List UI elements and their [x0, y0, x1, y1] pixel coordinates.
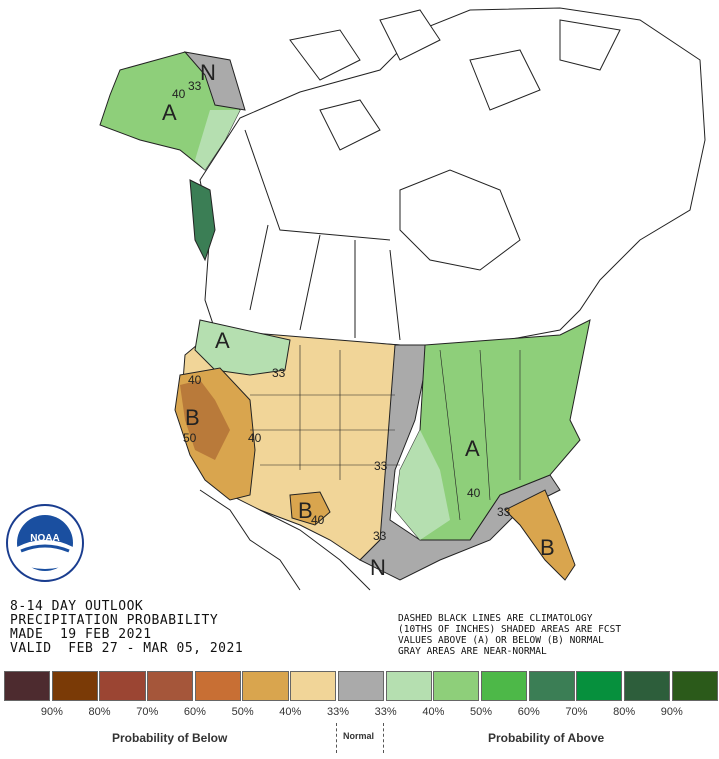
- wyoming-33-label: 33: [272, 366, 286, 380]
- normal-divider-right: [383, 723, 384, 753]
- northwest-green: [194, 319, 291, 376]
- east-green: [394, 319, 591, 541]
- new-mexico-40-label: 40: [311, 513, 325, 527]
- legend-swatch-8: [385, 671, 432, 701]
- alaska-normal-label: N: [200, 60, 216, 85]
- header-subtitle: PRECIPITATION PROBABILITY: [10, 613, 219, 628]
- hudson-bay: [399, 169, 521, 271]
- legend-pct-13: 90%: [660, 706, 683, 718]
- legend-pct-8: 40%: [422, 706, 445, 718]
- legend-pct-5: 40%: [279, 706, 302, 718]
- legend-swatch-14: [671, 671, 718, 701]
- province-lines: [244, 129, 401, 341]
- georgia-33-label: 33: [497, 505, 511, 519]
- legend-pct-2: 70%: [136, 706, 159, 718]
- legend-percentages: 90% 80% 70% 60% 50% 40% 33% 33% 40% 50% 60% 70% 80% 9…: [4, 706, 696, 718]
- note-line-2: (10THS OF INCHES) SHADED AREAS ARE FCST: [398, 624, 622, 635]
- legend-swatch-9: [433, 671, 480, 701]
- alaska-40-label: 40: [172, 87, 186, 101]
- california-below-label: B: [185, 405, 200, 430]
- nevada-40-label: 40: [248, 431, 262, 445]
- legend-swatch-0: [4, 671, 51, 701]
- alaska-33-label: 33: [188, 79, 202, 93]
- legend-pct-11: 70%: [565, 706, 588, 718]
- arctic-islands: [289, 9, 621, 151]
- legend-swatch-12: [576, 671, 623, 701]
- florida-below-label: B: [540, 535, 555, 560]
- texas-normal-label: N: [370, 555, 386, 580]
- new-mexico-below-label: B: [298, 498, 313, 523]
- legend-above-title: Probability of Above: [488, 731, 605, 745]
- legend-normal-title: Normal: [343, 731, 375, 741]
- header-valid-dates: VALID FEB 27 - MAR 05, 2021: [10, 641, 244, 656]
- legend-swatch-6: [290, 671, 337, 701]
- legend-swatch-7: [337, 671, 384, 701]
- new-mexico-brown: [289, 491, 331, 526]
- note-line-1: DASHED BLACK LINES ARE CLIMATOLOGY: [398, 613, 593, 624]
- normal-divider-left: [336, 723, 337, 753]
- legend-swatch-4: [194, 671, 241, 701]
- legend-pct-3: 60%: [183, 706, 206, 718]
- alaska-light-green: [195, 110, 240, 170]
- legend-swatch-1: [51, 671, 98, 701]
- alaska-panhandle: [189, 179, 216, 262]
- legend-pct-0: 90%: [40, 706, 63, 718]
- northwest-above-label: A: [215, 328, 230, 353]
- precipitation-outlook-map: A N 40 33 A B 40 50 40 33 B 40 33 A 40 3…: [99, 7, 706, 591]
- legend-pct-9: 50%: [470, 706, 493, 718]
- alaska-above-label: A: [162, 100, 177, 125]
- texas-33-label: 33: [373, 529, 387, 543]
- legend-pct-4: 50%: [231, 706, 254, 718]
- note-line-3: VALUES ABOVE (A) OR BELOW (B) NORMAL: [398, 635, 604, 646]
- california-40-label: 40: [188, 373, 202, 387]
- state-lines: [250, 345, 521, 521]
- legend-swatch-5: [242, 671, 289, 701]
- noaa-logo-text: NOAA: [30, 533, 59, 544]
- legend-swatch-2: [99, 671, 146, 701]
- plains-33-label: 33: [374, 459, 388, 473]
- legend-pct-7: 33%: [374, 706, 397, 718]
- legend-pct-12: 80%: [613, 706, 636, 718]
- note-line-4: GRAY AREAS ARE NEAR-NORMAL: [398, 646, 547, 657]
- color-legend: [4, 671, 719, 701]
- legend-pct-10: 60%: [517, 706, 540, 718]
- alaska-gray: [183, 51, 246, 111]
- east-light-green: [395, 430, 450, 540]
- legend-swatch-13: [623, 671, 671, 701]
- legend-swatch-10: [480, 671, 528, 701]
- legend-below-title: Probability of Below: [112, 731, 228, 745]
- california-50-label: 50: [183, 431, 197, 445]
- mexico-outline: [199, 489, 371, 591]
- map-notes: DASHED BLACK LINES ARE CLIMATOLOGY (10TH…: [398, 613, 621, 657]
- southeast-40-label: 40: [467, 486, 481, 500]
- header-title: 8-14 DAY OUTLOOK: [10, 599, 144, 614]
- legend-swatch-11: [528, 671, 575, 701]
- florida-brown: [504, 489, 576, 581]
- legend-swatch-3: [147, 671, 194, 701]
- outlook-header: 8-14 DAY OUTLOOK PRECIPITATION PROBABILI…: [10, 600, 243, 656]
- legend-pct-1: 80%: [88, 706, 111, 718]
- noaa-logo-icon: NOAA: [5, 503, 85, 583]
- california-dark: [180, 380, 230, 460]
- east-above-label: A: [465, 436, 480, 461]
- header-made-date: MADE 19 FEB 2021: [10, 627, 152, 642]
- legend-pct-6: 33%: [326, 706, 349, 718]
